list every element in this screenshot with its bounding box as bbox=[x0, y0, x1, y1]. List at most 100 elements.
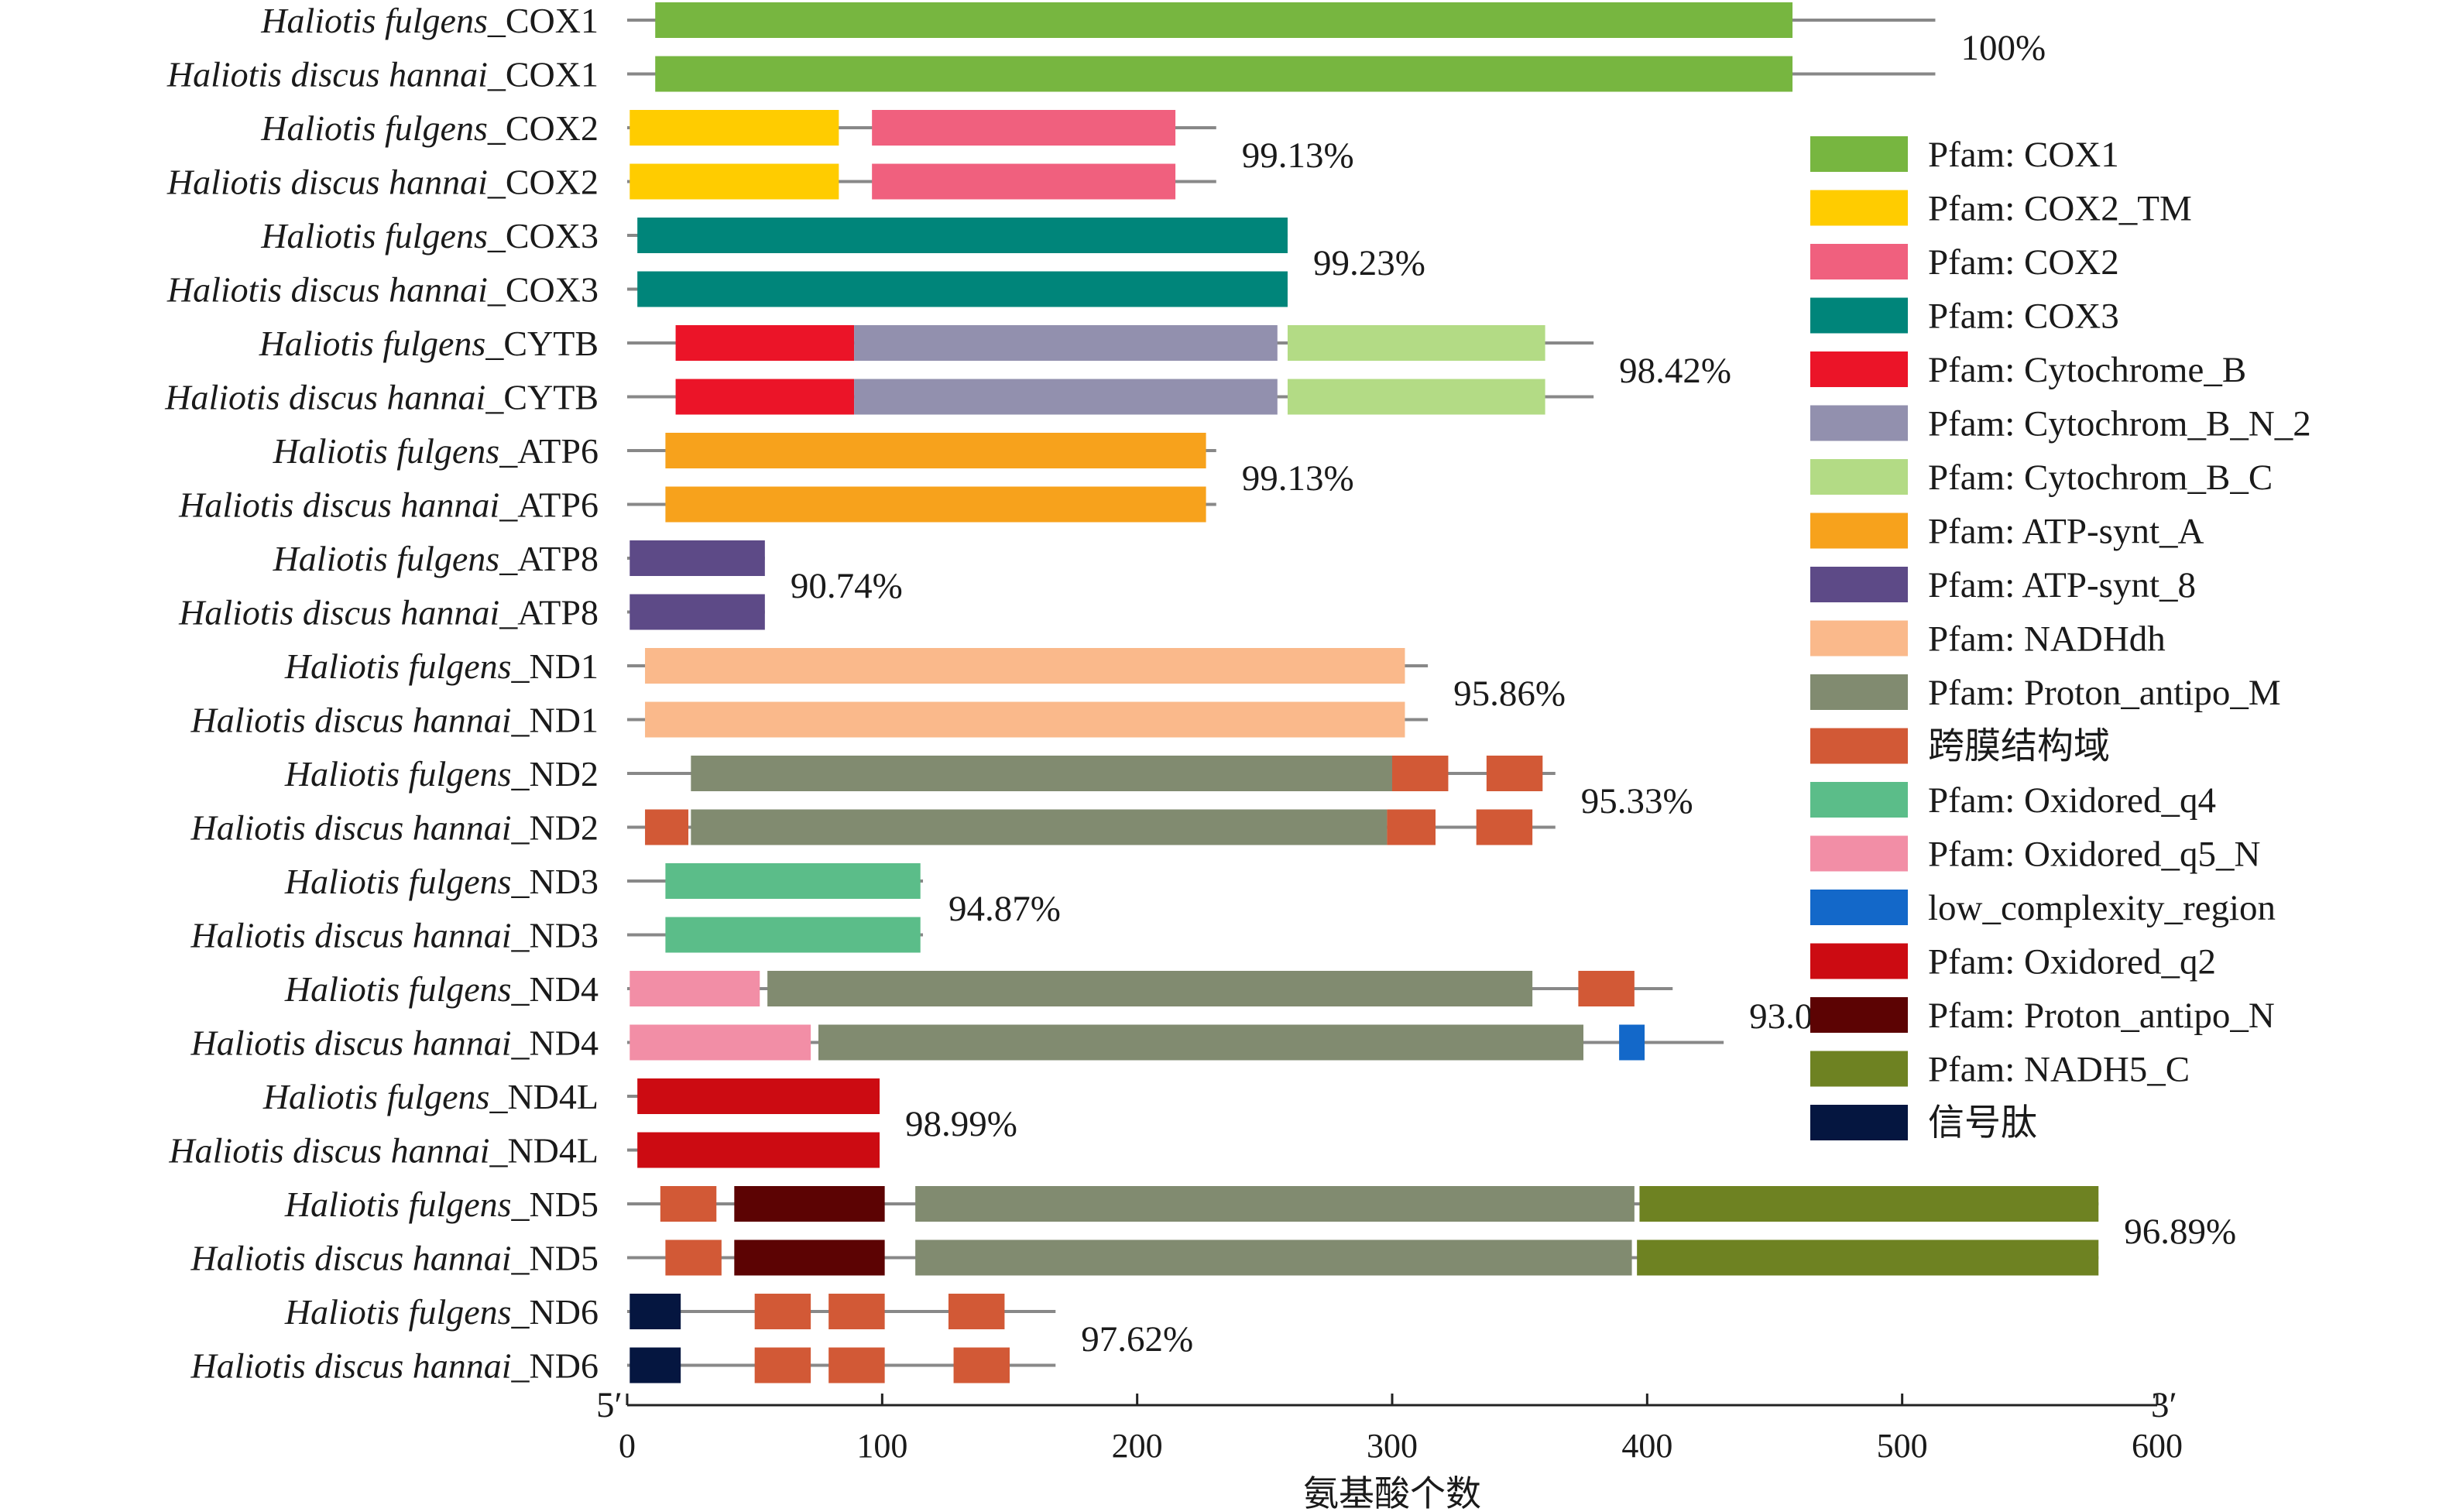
protein-row: Haliotis fulgens_ATP8 bbox=[273, 539, 765, 578]
row-label-species: Haliotis fulgens bbox=[260, 216, 488, 255]
legend-swatch bbox=[1810, 459, 1908, 495]
identity-label: 97.62% bbox=[1081, 1319, 1193, 1359]
domain-bar bbox=[953, 1347, 1010, 1383]
domain-bar bbox=[1392, 756, 1449, 791]
protein-row: Haliotis discus hannai_ATP8 bbox=[178, 593, 765, 633]
legend-item: 信号肽 bbox=[1810, 1103, 2037, 1143]
domain-bar bbox=[1486, 756, 1543, 791]
domain-bar bbox=[629, 594, 765, 630]
row-label-species: Haliotis discus hannai bbox=[168, 1131, 489, 1171]
domain-bar bbox=[629, 1347, 681, 1383]
row-label: Haliotis discus hannai_ATP6 bbox=[178, 485, 599, 525]
row-label: Haliotis fulgens_ND5 bbox=[284, 1185, 599, 1224]
legend-item: Pfam: Cytochrom_B_N_2 bbox=[1810, 404, 2311, 444]
row-label-species: Haliotis discus hannai bbox=[178, 485, 499, 525]
row-label: Haliotis fulgens_COX3 bbox=[260, 216, 599, 255]
protein-row: Haliotis discus hannai_COX3 bbox=[166, 270, 1288, 310]
legend-swatch bbox=[1810, 297, 1908, 334]
domain-bar bbox=[767, 971, 1533, 1006]
row-label: Haliotis fulgens_COX1 bbox=[260, 1, 599, 40]
legend-label: Pfam: Proton_antipo_M bbox=[1928, 673, 2281, 713]
legend-swatch bbox=[1810, 1105, 1908, 1140]
legend-label: Pfam: NADH5_C bbox=[1928, 1050, 2190, 1090]
legend-label: Pfam: Cytochrom_B_N_2 bbox=[1928, 404, 2311, 444]
domain-bar bbox=[665, 433, 1206, 468]
identity-label: 90.74% bbox=[791, 566, 903, 606]
protein-row: Haliotis fulgens_ND4 bbox=[284, 969, 1673, 1009]
row-label: Haliotis discus hannai_CYTB bbox=[164, 378, 599, 417]
legend-swatch bbox=[1810, 405, 1908, 441]
row-label-species: Haliotis discus hannai bbox=[178, 593, 499, 633]
identity-label: 99.13% bbox=[1242, 458, 1354, 499]
domain-bar bbox=[665, 1239, 722, 1276]
five-prime-label: 5′ bbox=[596, 1385, 623, 1425]
row-label: Haliotis fulgens_ND4 bbox=[284, 969, 599, 1009]
domain-bar bbox=[915, 1239, 1632, 1276]
identity-label: 98.42% bbox=[1619, 351, 1731, 391]
row-label: Haliotis fulgens_ND1 bbox=[284, 646, 599, 686]
legend-label: Pfam: Oxidored_q5_N bbox=[1928, 835, 2260, 875]
legend-label: 信号肽 bbox=[1928, 1103, 2037, 1143]
row-label-gene: _ND4L bbox=[489, 1131, 599, 1171]
domain-bar bbox=[629, 110, 839, 146]
row-label-gene: _ND4L bbox=[489, 1077, 599, 1116]
legend-swatch bbox=[1810, 782, 1908, 818]
legend-item: Pfam: COX3 bbox=[1810, 297, 2119, 337]
row-label-gene: _ATP6 bbox=[499, 431, 599, 471]
protein-row: Haliotis discus hannai_ND5 bbox=[190, 1239, 2099, 1278]
domain-bar bbox=[637, 1132, 880, 1168]
legend-item: Pfam: NADH5_C bbox=[1810, 1050, 2190, 1090]
legend-swatch bbox=[1810, 997, 1908, 1033]
x-tick-label: 600 bbox=[2132, 1427, 2183, 1465]
legend-item: Pfam: COX2_TM bbox=[1810, 189, 2192, 229]
domain-bar bbox=[854, 325, 1278, 361]
row-label: Haliotis discus hannai_COX2 bbox=[166, 163, 599, 202]
protein-row: Haliotis discus hannai_ND4 bbox=[190, 1023, 1724, 1063]
row-label-species: Haliotis discus hannai bbox=[190, 1023, 512, 1063]
domain-bar bbox=[665, 486, 1206, 523]
protein-row: Haliotis fulgens_COX2 bbox=[260, 108, 1216, 148]
domain-bar bbox=[818, 1024, 1583, 1061]
domain-bar bbox=[691, 756, 1392, 791]
row-label-gene: _COX1 bbox=[487, 1, 599, 40]
row-label: Haliotis fulgens_ND4L bbox=[262, 1077, 599, 1116]
row-label-gene: _COX1 bbox=[487, 55, 599, 94]
legend-swatch bbox=[1810, 567, 1908, 602]
row-label: Haliotis discus hannai_COX3 bbox=[166, 270, 599, 310]
legend-swatch bbox=[1810, 728, 1908, 764]
domain-bar bbox=[948, 1294, 1005, 1329]
domain-bar bbox=[915, 1186, 1635, 1222]
legend-label: Pfam: Cytochrom_B_C bbox=[1928, 458, 2273, 498]
domain-bar bbox=[637, 218, 1288, 253]
row-label-gene: _ND1 bbox=[511, 701, 599, 740]
row-label-gene: _ND5 bbox=[511, 1239, 599, 1278]
x-tick-label: 200 bbox=[1112, 1427, 1163, 1465]
legend-label: Pfam: COX3 bbox=[1928, 297, 2119, 337]
legend-item: Pfam: COX1 bbox=[1810, 135, 2119, 175]
row-label-gene: _COX3 bbox=[487, 270, 599, 310]
row-label-species: Haliotis discus hannai bbox=[190, 916, 512, 955]
identity-label: 94.87% bbox=[948, 889, 1061, 929]
row-label-gene: _ND6 bbox=[511, 1292, 599, 1332]
protein-row: Haliotis discus hannai_CYTB bbox=[164, 378, 1594, 417]
legend-swatch bbox=[1810, 1051, 1908, 1087]
row-label-gene: _COX2 bbox=[487, 163, 599, 202]
legend-item: low_complexity_region bbox=[1810, 888, 2276, 928]
row-label-gene: _ATP6 bbox=[499, 485, 599, 525]
domain-bar bbox=[665, 863, 921, 899]
row-label: Haliotis fulgens_ND3 bbox=[284, 862, 599, 901]
legend-swatch bbox=[1810, 674, 1908, 710]
domain-bar bbox=[629, 1024, 811, 1061]
protein-row: Haliotis fulgens_ND1 bbox=[284, 646, 1429, 686]
legend-label: Pfam: Oxidored_q4 bbox=[1928, 780, 2216, 821]
domain-bar bbox=[872, 110, 1176, 146]
legend-label: Pfam: COX2_TM bbox=[1928, 189, 2192, 229]
row-label-gene: _ATP8 bbox=[499, 593, 599, 633]
row-label-gene: _ND4 bbox=[511, 969, 599, 1009]
legend-swatch bbox=[1810, 943, 1908, 979]
row-label-gene: _ND1 bbox=[511, 646, 599, 686]
domain-bar bbox=[660, 1186, 717, 1222]
x-tick-label: 400 bbox=[1621, 1427, 1672, 1465]
legend-item: Pfam: Cytochrom_B_C bbox=[1810, 458, 2273, 498]
